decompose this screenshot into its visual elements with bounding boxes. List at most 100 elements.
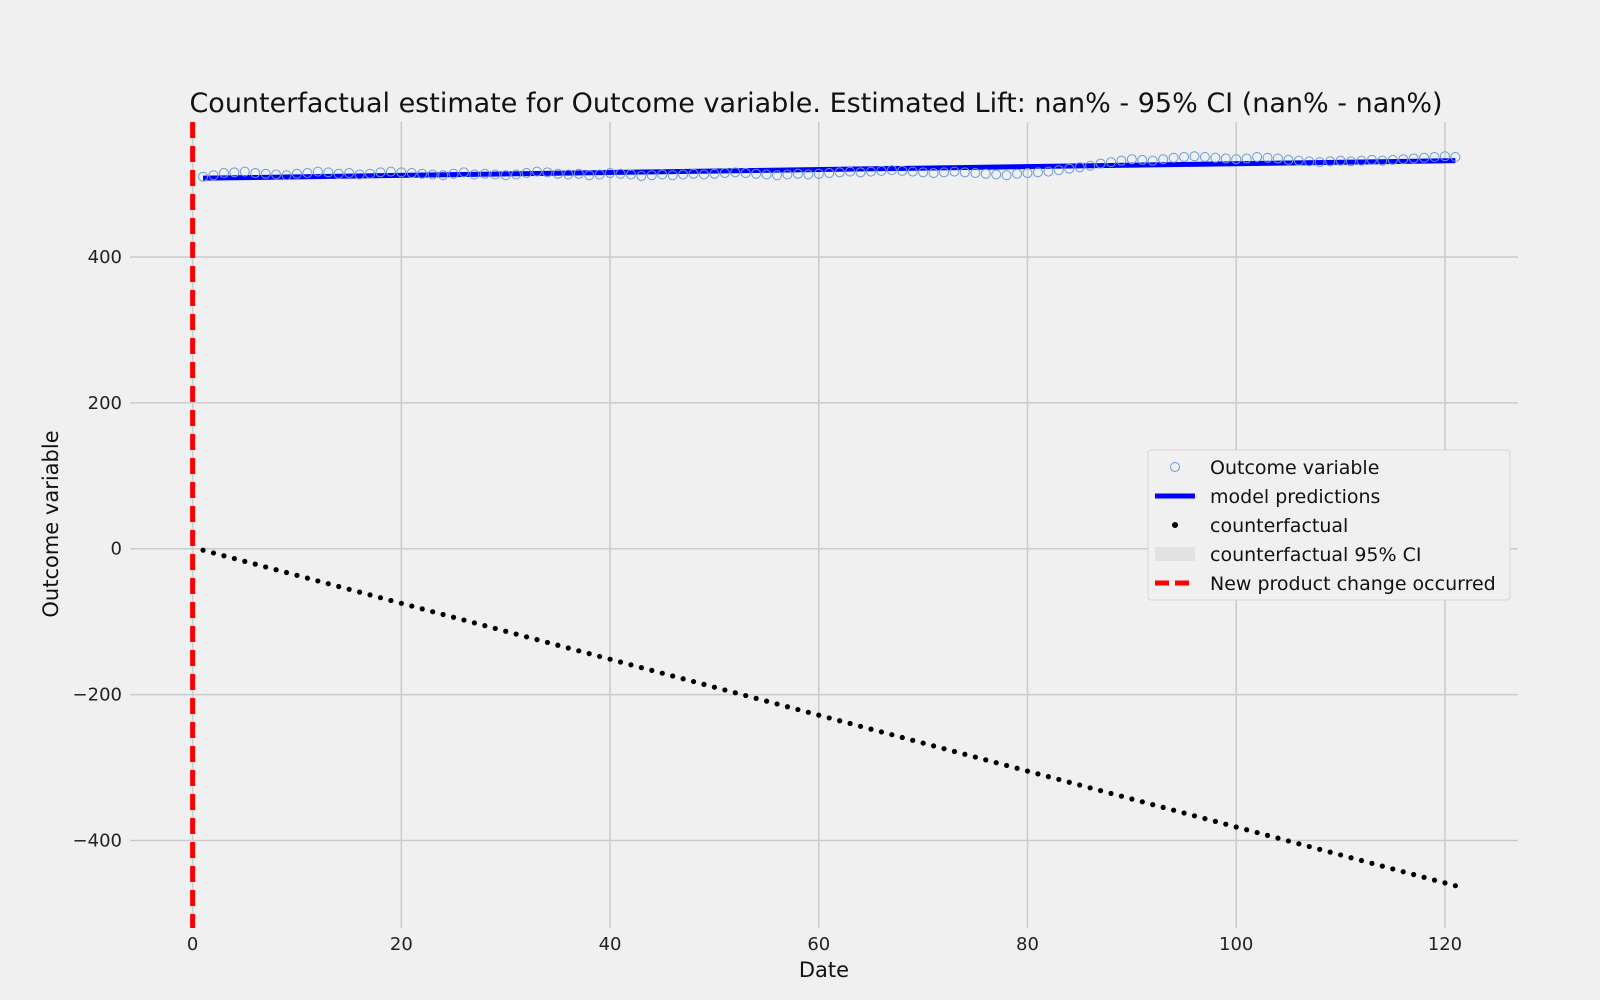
x-axis-label: Date bbox=[799, 958, 849, 982]
outcome-point bbox=[1116, 155, 1127, 166]
counterfactual-point bbox=[388, 597, 394, 604]
counterfactual-point bbox=[774, 701, 780, 707]
outcome-point bbox=[792, 168, 803, 179]
counterfactual-point bbox=[1108, 790, 1114, 797]
x-tick-label: 120 bbox=[1428, 934, 1462, 955]
counterfactual-point bbox=[1369, 860, 1375, 866]
outcome-point bbox=[1053, 165, 1064, 176]
counterfactual-point bbox=[868, 726, 874, 732]
counterfactual-point bbox=[576, 648, 582, 654]
counterfactual-point bbox=[1254, 829, 1260, 836]
outcome-point bbox=[709, 168, 720, 179]
outcome-point bbox=[208, 170, 219, 181]
outcome-point bbox=[427, 169, 438, 180]
legend-handle-counterfactual bbox=[1172, 522, 1178, 528]
counterfactual-point bbox=[1024, 768, 1031, 774]
counterfactual-point bbox=[1139, 799, 1145, 805]
counterfactual-point bbox=[513, 631, 519, 637]
outcome-point bbox=[1335, 155, 1346, 166]
outcome-point bbox=[250, 168, 261, 179]
counterfactual-point bbox=[826, 715, 832, 721]
outcome-point bbox=[521, 168, 532, 179]
counterfactual-point bbox=[930, 743, 937, 749]
counterfactual-point bbox=[670, 673, 676, 679]
counterfactual-point bbox=[732, 690, 738, 696]
outcome-point bbox=[1398, 154, 1409, 165]
counterfactual-point bbox=[1421, 874, 1427, 880]
counterfactual-point bbox=[1244, 827, 1250, 833]
counterfactual-point bbox=[1191, 813, 1198, 819]
outcome-point bbox=[657, 169, 668, 180]
counterfactual-point bbox=[398, 600, 404, 606]
outcome-point bbox=[532, 166, 543, 177]
outcome-point bbox=[1032, 167, 1043, 178]
counterfactual-point bbox=[711, 684, 718, 690]
outcome-point bbox=[1346, 156, 1357, 167]
outcome-point bbox=[605, 168, 616, 179]
outcome-point bbox=[406, 168, 417, 179]
outcome-point bbox=[563, 169, 574, 180]
counterfactual-point bbox=[523, 634, 530, 640]
outcome-point bbox=[1366, 154, 1377, 165]
counterfactual-point bbox=[1045, 774, 1051, 780]
y-tick-label: 0 bbox=[111, 539, 122, 560]
counterfactual-point bbox=[1358, 857, 1365, 864]
outcome-point bbox=[1168, 152, 1179, 163]
outcome-point bbox=[772, 170, 783, 181]
counterfactual-point bbox=[1337, 852, 1344, 858]
counterfactual-point bbox=[377, 595, 384, 601]
outcome-point bbox=[490, 169, 501, 180]
outcome-point bbox=[218, 168, 229, 179]
y-axis-label: Outcome variable bbox=[39, 430, 63, 617]
counterfactual-point bbox=[315, 578, 321, 584]
outcome-point bbox=[1419, 152, 1430, 163]
outcome-point bbox=[803, 169, 814, 180]
counterfactual-point bbox=[1035, 771, 1041, 777]
counterfactual-point bbox=[1097, 788, 1104, 794]
counterfactual-point bbox=[1442, 880, 1448, 886]
counterfactual-point bbox=[336, 583, 342, 590]
outcome-point bbox=[594, 169, 605, 180]
counterfactual-point bbox=[1390, 866, 1396, 872]
outcome-point bbox=[438, 170, 449, 181]
counterfactual-point bbox=[743, 692, 749, 699]
counterfactual-point bbox=[1171, 807, 1177, 813]
outcome-point bbox=[511, 169, 522, 180]
outcome-point bbox=[584, 170, 595, 181]
outcome-point bbox=[1001, 170, 1012, 181]
counterfactual-point bbox=[1087, 785, 1093, 791]
outcome-point bbox=[876, 165, 887, 176]
outcome-point bbox=[1158, 154, 1169, 165]
outcome-point bbox=[970, 168, 981, 179]
counterfactual-point bbox=[628, 662, 634, 668]
outcome-point bbox=[229, 167, 240, 178]
x-tick-label: 20 bbox=[390, 934, 413, 955]
outcome-point bbox=[834, 167, 845, 178]
counterfactual-point bbox=[1150, 802, 1156, 808]
counterfactual-point bbox=[346, 586, 352, 592]
outcome-point bbox=[678, 169, 689, 180]
outcome-point bbox=[1043, 166, 1054, 177]
counterfactual-point bbox=[847, 720, 853, 727]
counterfactual-point bbox=[1118, 793, 1125, 799]
outcome-point bbox=[615, 168, 626, 179]
outcome-point bbox=[1241, 153, 1252, 164]
outcome-point bbox=[939, 167, 950, 178]
outcome-point bbox=[1074, 162, 1085, 173]
outcome-point bbox=[1231, 154, 1242, 165]
outcome-point bbox=[302, 168, 313, 179]
counterfactual-point bbox=[1160, 804, 1166, 811]
counterfactual-point bbox=[1285, 838, 1292, 844]
outcome-point bbox=[918, 167, 929, 178]
legend-label: counterfactual bbox=[1210, 515, 1348, 537]
outcome-point bbox=[980, 168, 991, 179]
counterfactual-point bbox=[492, 625, 498, 632]
outcome-point bbox=[865, 166, 876, 177]
outcome-point bbox=[667, 170, 678, 181]
outcome-point bbox=[291, 168, 302, 179]
legend-handle-outcome-variable bbox=[1170, 462, 1180, 472]
counterfactual-point bbox=[440, 611, 446, 618]
outcome-point bbox=[479, 168, 490, 179]
counterfactual-point bbox=[273, 567, 279, 573]
legend-label: model predictions bbox=[1210, 486, 1380, 508]
